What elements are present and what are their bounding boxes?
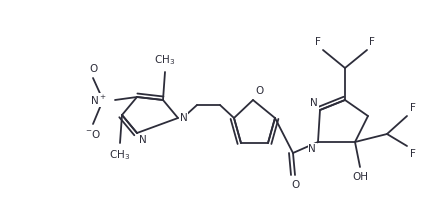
Text: F: F — [369, 37, 375, 47]
Text: O: O — [89, 64, 97, 74]
Text: N: N — [139, 135, 147, 145]
Text: F: F — [410, 149, 416, 159]
Text: N: N — [310, 98, 318, 108]
Text: N$^+$: N$^+$ — [90, 93, 107, 106]
Text: F: F — [315, 37, 321, 47]
Text: O: O — [291, 180, 299, 190]
Text: F: F — [410, 103, 416, 113]
Text: N: N — [180, 113, 188, 123]
Text: O: O — [255, 86, 263, 96]
Text: OH: OH — [352, 172, 368, 182]
Text: CH$_3$: CH$_3$ — [154, 53, 175, 67]
Text: CH$_3$: CH$_3$ — [109, 148, 130, 162]
Text: $^{-}$O: $^{-}$O — [85, 128, 101, 140]
Text: N: N — [308, 144, 316, 154]
